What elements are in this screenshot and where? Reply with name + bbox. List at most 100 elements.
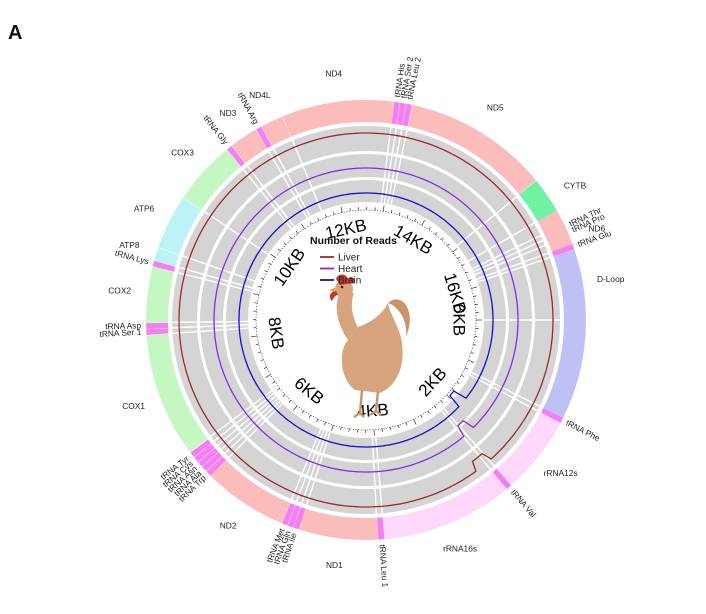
boundary-line — [471, 371, 542, 408]
boundary-line — [390, 128, 409, 205]
boundary-line — [456, 195, 519, 246]
kb-tick-label: 16KB — [440, 271, 470, 316]
read-line-heart — [213, 167, 519, 473]
feature-trna-cys — [194, 443, 215, 462]
legend-entry-brain: Brain — [338, 276, 361, 287]
boundary-line — [440, 410, 492, 472]
feature-rrna12s — [496, 412, 561, 486]
feature-label: tRNA Lys — [114, 248, 150, 267]
feature-nd4l — [261, 116, 291, 146]
feature-trna-trp — [206, 456, 227, 476]
boundary-line — [375, 437, 384, 516]
scale-tick — [468, 359, 475, 363]
feature-label: rRNA16s — [443, 544, 477, 554]
kb-tick-label: 8KB — [264, 316, 287, 351]
feature-label: ND4L — [249, 90, 271, 100]
scale-tick — [265, 374, 271, 378]
feature-trna-phe — [540, 408, 564, 423]
scale-tick — [451, 388, 455, 391]
scale-tick — [420, 415, 423, 419]
legend-entry-heart: Heart — [338, 264, 363, 275]
feature-label: ND4 — [325, 68, 342, 78]
feature-trna-lys — [152, 260, 176, 272]
feature-label: ATP6 — [134, 204, 155, 214]
legend-title: Number of Reads — [310, 235, 397, 247]
boundary-line — [202, 210, 269, 255]
boundary-line — [215, 395, 277, 448]
feature-label: tRNA Gly — [201, 113, 231, 147]
feature-trna-asn — [198, 448, 219, 467]
scale-tick — [441, 237, 444, 241]
boundary-line — [383, 126, 398, 204]
scale-tick — [308, 414, 311, 418]
feature-nd6 — [537, 210, 573, 253]
scale-tick — [406, 215, 409, 219]
scale-tick — [325, 214, 327, 218]
scale-tick — [270, 253, 276, 258]
feature-cox1 — [146, 333, 208, 452]
scale-tick — [397, 425, 400, 429]
boundary-line — [170, 324, 249, 329]
scale-tick — [331, 424, 334, 431]
scale-tick — [309, 221, 312, 225]
scale-tick — [258, 285, 262, 288]
feature-label: COX3 — [171, 147, 194, 157]
feature-label: D-Loop — [597, 274, 625, 284]
feature-label: rRNA12s — [544, 468, 578, 478]
feature-trna-his — [391, 101, 400, 125]
scale-tick — [316, 418, 319, 422]
read-lines — [178, 132, 554, 508]
scale-tick — [289, 236, 292, 240]
scale-tick — [333, 211, 335, 215]
scale-tick — [464, 367, 468, 370]
feature-trna-tyr — [190, 439, 212, 458]
scale-tick — [473, 295, 477, 297]
scale-tick — [468, 279, 472, 281]
feature-atp6 — [158, 197, 202, 255]
feature-trna-val — [492, 468, 512, 490]
boundary-line — [467, 221, 537, 262]
boundary-line — [170, 320, 249, 324]
boundary-line — [471, 234, 543, 270]
scale-tick — [457, 256, 461, 260]
gene-separators — [170, 125, 562, 516]
scale-tick — [461, 374, 464, 377]
scale-tick — [251, 335, 258, 338]
scale-tick — [471, 286, 478, 289]
boundary-line — [175, 271, 252, 292]
boundary-line — [387, 127, 403, 205]
scale-tick — [414, 218, 417, 222]
boundary-line — [219, 398, 279, 452]
feature-atp8 — [154, 247, 179, 267]
scale-tick — [300, 223, 305, 229]
scale-tick — [283, 242, 287, 245]
feature-label: tRNA Ser 1 — [99, 327, 142, 339]
feature-trna-asp — [146, 322, 169, 329]
scale-tick — [465, 271, 469, 274]
boundary-line — [180, 254, 255, 282]
scale-tick — [282, 394, 286, 397]
feature-label: tRNA Val — [509, 487, 538, 519]
scale-tick — [264, 270, 268, 273]
panel-label: A — [8, 22, 23, 44]
feature-label: tRNA Asp — [105, 320, 141, 331]
read-line-brain — [238, 192, 494, 448]
boundary-line — [177, 266, 253, 289]
feature-label: tRNA Phe — [564, 418, 602, 444]
kb-tick-label: 6KB — [291, 373, 328, 408]
scale-tick — [440, 400, 443, 404]
scale-tick — [260, 277, 264, 280]
scale-tick — [288, 400, 292, 403]
feature-trna-arg — [256, 126, 272, 149]
feature-d-loop — [553, 249, 586, 320]
feature-nd1 — [298, 508, 378, 541]
feature-label: COX2 — [108, 285, 131, 295]
scale-tick — [324, 422, 326, 426]
feature-label: ND1 — [326, 560, 343, 570]
feature-rrna16s — [382, 472, 507, 540]
feature-label: CYTB — [564, 181, 587, 191]
feature-trna-leu-2 — [402, 103, 413, 127]
scale-tick — [317, 217, 320, 221]
